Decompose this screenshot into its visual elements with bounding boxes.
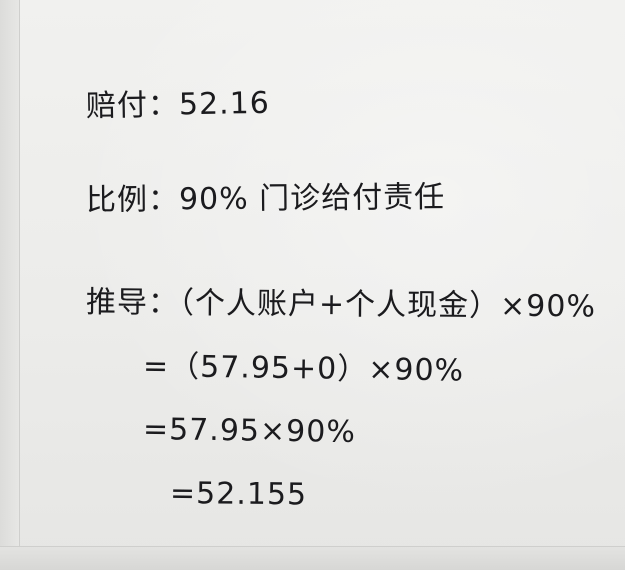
calc-step-1: =（57.95+0）×90%	[142, 349, 465, 389]
page-bottom-edge	[0, 546, 625, 570]
calc-result: =52.155	[169, 476, 308, 513]
calc-step-2: =57.95×90%	[142, 412, 357, 450]
payout-line: 赔付：52.16	[85, 85, 271, 124]
derivation-line: 推导：（个人账户+个人现金）×90%	[85, 285, 597, 325]
ratio-line: 比例：90% 门诊给付责任	[85, 179, 446, 218]
page-left-edge	[0, 0, 20, 569]
